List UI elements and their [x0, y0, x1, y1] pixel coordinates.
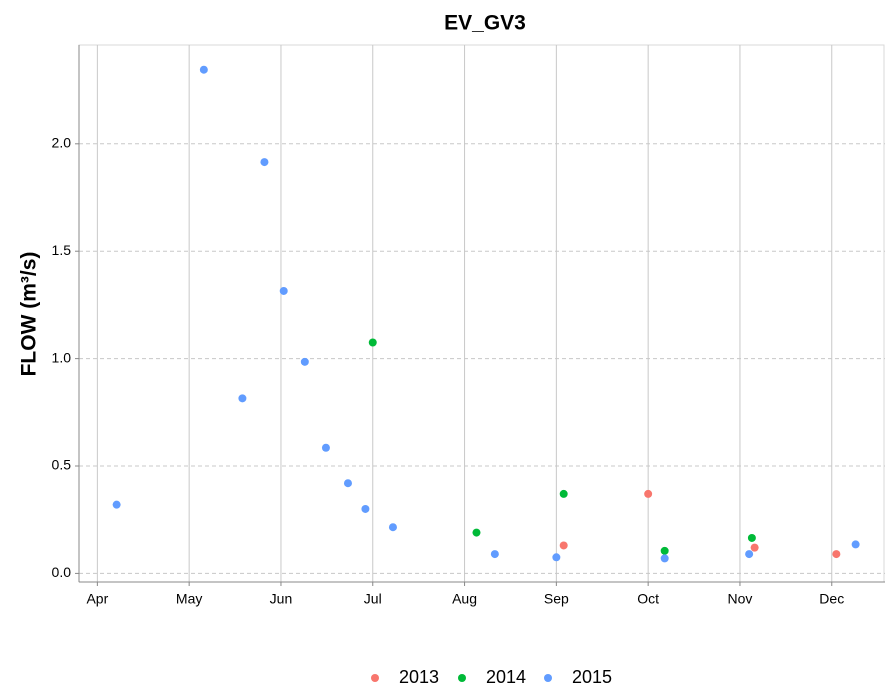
x-tick-label: Jul — [364, 591, 382, 607]
point — [361, 504, 370, 513]
x-tick-label: Oct — [637, 591, 659, 607]
chart-title: EV_GV3 — [444, 12, 526, 35]
x-tick-label: Dec — [819, 591, 844, 607]
point — [112, 500, 121, 509]
y-tick-label: 0.5 — [52, 457, 72, 473]
legend-label: 2015 — [572, 667, 612, 687]
point — [279, 286, 288, 295]
legend-label: 2013 — [399, 667, 439, 687]
x-tick-label: May — [176, 591, 202, 607]
legend-marker — [458, 674, 466, 682]
point — [238, 394, 247, 403]
point — [660, 554, 669, 563]
y-tick-label: 1.0 — [52, 349, 72, 365]
point — [559, 541, 568, 550]
legend-marker — [544, 674, 552, 682]
point — [644, 489, 653, 498]
x-tick-label: Nov — [728, 591, 753, 607]
point — [750, 543, 759, 552]
point — [747, 533, 756, 542]
legend-label: 2014 — [486, 667, 526, 687]
point — [388, 523, 397, 532]
x-tick-label: Jun — [270, 591, 293, 607]
point — [552, 553, 561, 562]
point — [660, 546, 669, 555]
x-tick-label: Apr — [86, 591, 108, 607]
point — [368, 338, 377, 347]
y-tick-label: 1.5 — [52, 242, 72, 258]
point — [343, 479, 352, 488]
point — [260, 158, 269, 167]
point — [745, 550, 754, 559]
y-tick-label: 2.0 — [52, 135, 72, 151]
point — [472, 528, 481, 537]
point — [851, 540, 860, 549]
point — [199, 65, 208, 74]
point — [490, 550, 499, 559]
legend-marker — [371, 674, 379, 682]
point — [300, 357, 309, 366]
x-tick-label: Aug — [452, 591, 477, 607]
y-axis-label: FLOW (m³/s) — [18, 252, 41, 377]
point — [321, 443, 330, 452]
point — [832, 550, 841, 559]
x-tick-label: Sep — [544, 591, 569, 607]
plot-frame — [78, 44, 885, 583]
y-tick-label: 0.0 — [52, 564, 72, 580]
point — [559, 489, 568, 498]
